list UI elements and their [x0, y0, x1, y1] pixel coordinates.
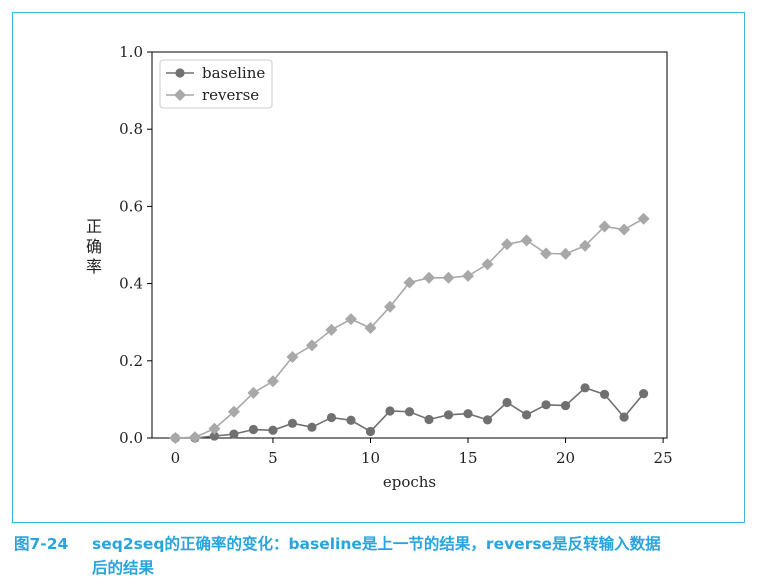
y-tick-label: 0.4 [119, 275, 143, 293]
point-baseline [599, 389, 610, 399]
plot-frame [151, 51, 668, 439]
point-baseline [619, 412, 629, 422]
point-reverse [364, 321, 377, 334]
accuracy-line-chart: 0 5 10 15 20 25 0.0 0.2 0.4 0.6 0.8 1.0 epochs 正确率 bas… [86, 43, 673, 491]
point-baseline [424, 414, 434, 425]
point-reverse [540, 247, 553, 260]
point-reverse [618, 223, 631, 236]
point-reverse [579, 239, 592, 252]
point-reverse [383, 300, 396, 313]
point-reverse [462, 269, 475, 282]
point-reverse [501, 238, 514, 251]
point-reverse [520, 234, 533, 247]
point-baseline [307, 422, 317, 432]
point-baseline [248, 424, 259, 435]
point-reverse [247, 386, 260, 399]
x-tick-label: 5 [268, 449, 278, 467]
x-axis-label: epochs [383, 473, 436, 491]
point-baseline [580, 383, 590, 393]
point-baseline [385, 406, 395, 416]
point-baseline [482, 415, 493, 425]
legend-box [159, 59, 273, 109]
point-reverse [227, 405, 240, 418]
point-reverse [286, 350, 299, 363]
caption-line-1: seq2seq的正确率的变化：baseline是上一节的结果，reverse是反… [92, 535, 661, 553]
point-reverse [208, 422, 221, 435]
legend-marker-baseline [175, 68, 185, 78]
y-axis-label-char: 确 [86, 237, 102, 256]
legend-label-reverse: reverse [202, 86, 259, 104]
point-reverse [325, 323, 338, 336]
point-reverse [305, 339, 318, 352]
point-baseline [268, 425, 278, 435]
y-axis-label-char: 正 [86, 217, 102, 236]
legend-label-baseline: baseline [202, 64, 265, 82]
point-baseline [541, 400, 551, 410]
point-reverse [598, 220, 611, 233]
point-reverse [188, 431, 201, 444]
point-baseline [365, 426, 376, 437]
point-baseline [287, 418, 298, 428]
x-tick-label: 10 [361, 449, 380, 467]
point-baseline [463, 409, 473, 419]
y-tick-label: 1.0 [119, 43, 143, 61]
y-tick-label: 0.0 [119, 429, 143, 447]
point-reverse [266, 375, 279, 388]
figure-caption: 图7-24 seq2seq的正确率的变化：baseline是上一节的结果，reve… [14, 532, 749, 580]
point-baseline [443, 410, 454, 420]
point-reverse [442, 271, 455, 284]
point-reverse [481, 258, 494, 271]
point-reverse [637, 212, 650, 225]
point-reverse [423, 271, 436, 284]
point-baseline [502, 397, 512, 408]
y-tick-label: 0.8 [119, 120, 143, 138]
legend-marker-reverse [174, 89, 186, 101]
y-tick-label: 0.6 [119, 197, 143, 215]
point-baseline [404, 407, 415, 417]
x-tick-label: 25 [654, 449, 673, 467]
point-reverse [403, 276, 416, 289]
point-baseline [326, 412, 337, 423]
series-line-reverse [175, 218, 644, 439]
point-baseline [229, 429, 239, 439]
point-baseline [346, 415, 356, 425]
x-tick-label: 0 [171, 449, 181, 467]
figure-frame [12, 12, 745, 523]
point-reverse [559, 247, 572, 260]
point-baseline [560, 400, 571, 411]
y-tick-label: 0.2 [119, 352, 143, 370]
figure-number: 图7-24 [14, 535, 69, 553]
x-tick-label: 20 [556, 449, 575, 467]
point-baseline [638, 389, 649, 399]
caption-line-2: 后的结果 [92, 559, 155, 577]
x-tick-label: 15 [458, 449, 477, 467]
point-reverse [169, 432, 182, 444]
point-baseline [521, 410, 532, 420]
point-baseline [209, 431, 220, 441]
point-reverse [344, 313, 357, 326]
y-axis-label-char: 率 [86, 257, 102, 276]
